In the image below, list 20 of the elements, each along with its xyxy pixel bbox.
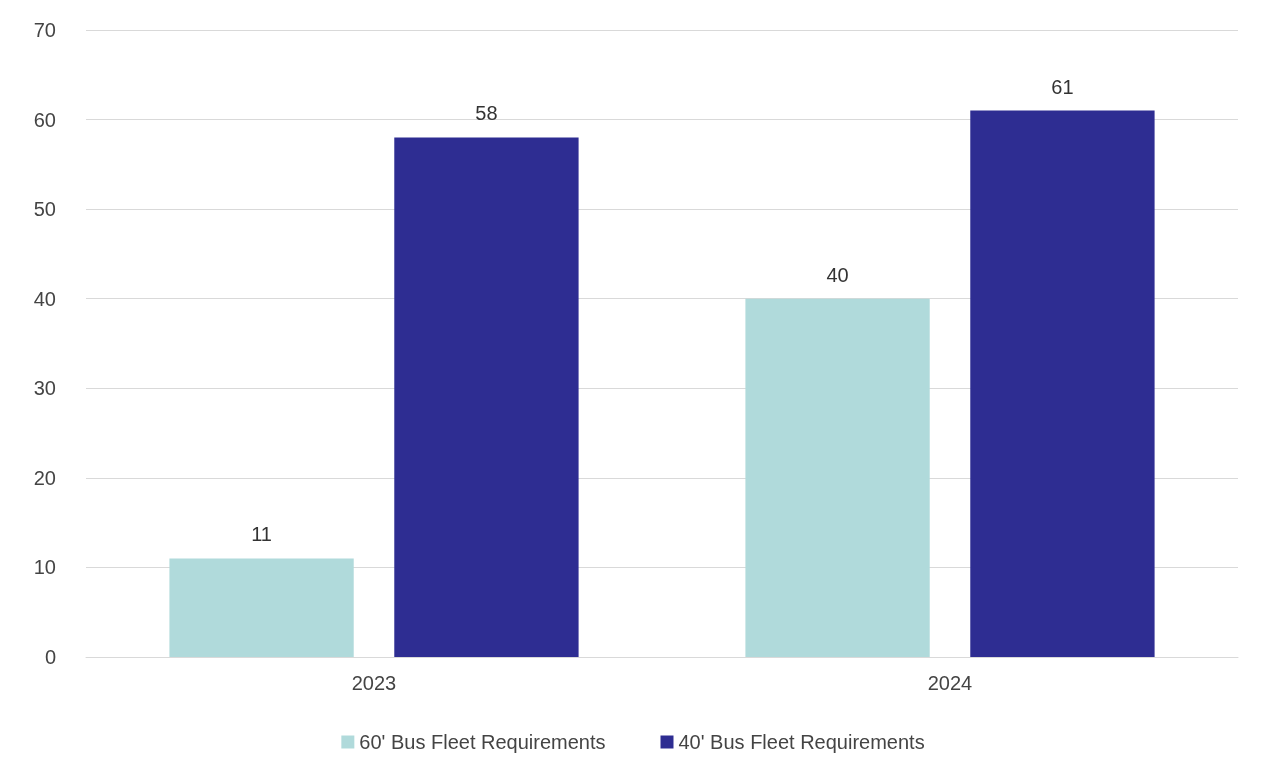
bar bbox=[745, 298, 930, 657]
bar bbox=[970, 110, 1155, 657]
legend-label: 60' Bus Fleet Requirements bbox=[359, 731, 606, 753]
data-label: 40 bbox=[826, 263, 849, 286]
y-tick-label: 30 bbox=[33, 377, 56, 400]
y-tick-label: 50 bbox=[33, 198, 56, 221]
y-tick-label: 20 bbox=[33, 466, 56, 489]
bar bbox=[394, 137, 579, 657]
data-label: 11 bbox=[251, 523, 272, 546]
y-tick-label: 0 bbox=[44, 646, 56, 668]
y-tick-label: 70 bbox=[33, 19, 56, 41]
data-label: 58 bbox=[475, 102, 498, 125]
bar bbox=[169, 558, 354, 657]
y-tick-label: 10 bbox=[33, 556, 56, 579]
legend-label: 40' Bus Fleet Requirements bbox=[678, 731, 925, 753]
x-tick-label: 2023 bbox=[351, 672, 397, 694]
data-label: 61 bbox=[1051, 75, 1074, 98]
x-tick-label: 2024 bbox=[927, 672, 973, 694]
y-tick-label: 60 bbox=[33, 108, 56, 131]
y-tick-label: 40 bbox=[33, 287, 56, 310]
